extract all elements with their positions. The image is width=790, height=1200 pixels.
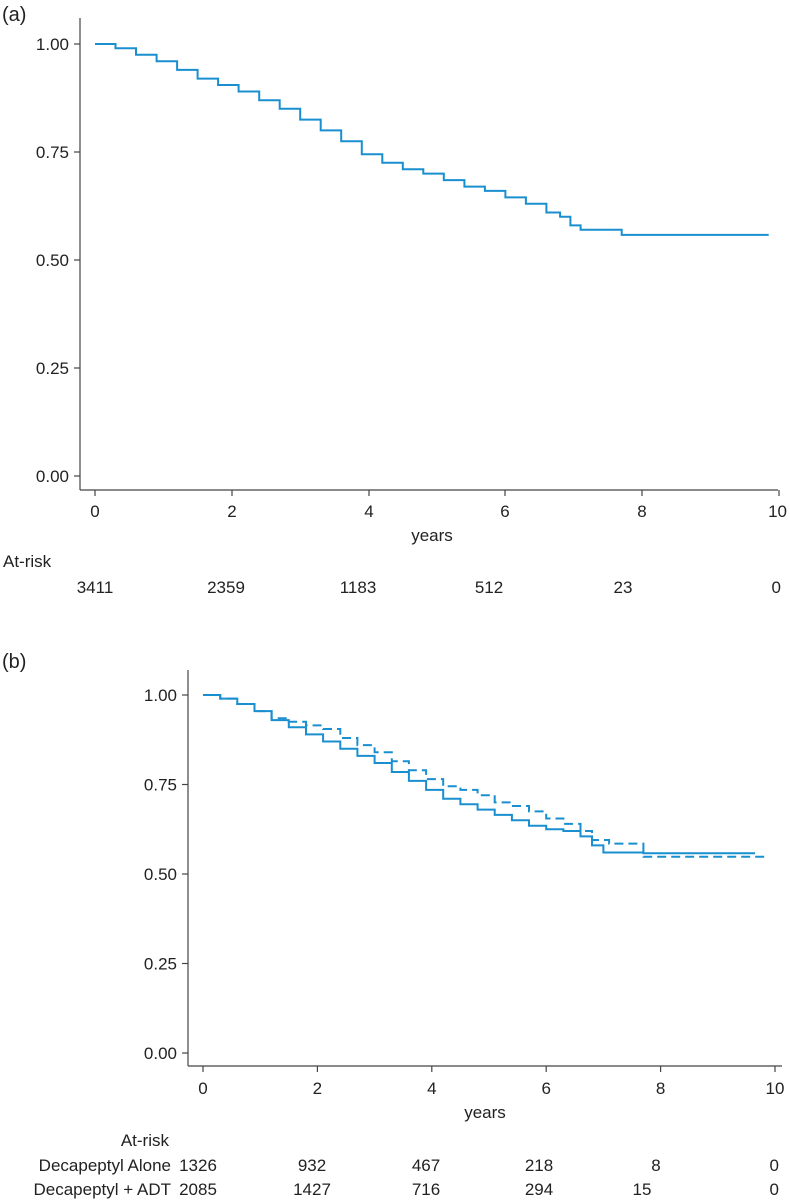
panel-a-at-risk-count: 0 [772,578,781,597]
panel-b: (b) 0.00 0.25 0.50 0.75 1.00 0 2 4 6 [2,651,784,1199]
panel-a-ytick-label: 0.00 [36,467,69,486]
panel-b-ytick-label: 0.50 [144,865,177,884]
panel-b-at-risk-count: 2085 [179,1180,217,1199]
panel-b-xtick-label: 2 [313,1079,322,1098]
panel-b-at-risk-table: At-risk Decapeptyl Alone 1326 932 467 21… [34,1131,780,1199]
panel-b-at-risk-count: 294 [525,1180,553,1199]
panel-b-x-ticks: 0 2 4 6 8 10 [198,1066,784,1098]
panel-b-at-risk-title: At-risk [121,1131,170,1150]
panel-b-at-risk-count: 716 [412,1180,440,1199]
panel-b-at-risk-count: 467 [412,1156,440,1175]
panel-a-xtick-label: 4 [364,502,373,521]
panel-a-x-axis-title: years [411,526,453,545]
panel-a-at-risk-count: 512 [475,578,503,597]
panel-b-at-risk-count: 15 [633,1180,652,1199]
panel-b-at-risk-count: 218 [525,1156,553,1175]
panel-a-ytick-label: 0.25 [36,359,69,378]
panel-b-ytick-label: 1.00 [144,686,177,705]
panel-b-at-risk-count: 0 [770,1180,779,1199]
panel-a-y-ticks: 0.00 0.25 0.50 0.75 1.00 [36,35,80,486]
panel-a-ytick-label: 1.00 [36,35,69,54]
panel-a-at-risk-count: 23 [614,578,633,597]
at-risk-row-label-decapeptyl-adt: Decapeptyl + ADT [34,1180,172,1199]
panel-b-xtick-label: 6 [541,1079,550,1098]
panel-a-ytick-label: 0.50 [36,251,69,270]
panel-a-xtick-label: 10 [768,502,787,521]
panel-a-at-risk-title: At-risk [3,552,52,571]
panel-a: (a) 0.00 0.25 0.50 0.75 1.00 0 2 4 6 [2,4,787,597]
panel-a-at-risk-count: 2359 [207,578,245,597]
panel-a-xtick-label: 6 [500,502,509,521]
panel-b-at-risk-count: 1427 [293,1180,331,1199]
panel-a-xtick-label: 2 [227,502,236,521]
panel-a-x-ticks: 0 2 4 6 8 10 [90,490,787,521]
panel-a-at-risk-count: 3411 [77,578,114,597]
at-risk-row-label-decapeptyl-alone: Decapeptyl Alone [39,1156,171,1175]
panel-a-at-risk-count: 1183 [340,578,377,597]
panel-b-xtick-label: 0 [198,1079,207,1098]
panel-a-xtick-label: 0 [90,502,99,521]
panel-a-label: (a) [2,4,26,26]
panel-a-ytick-label: 0.75 [36,143,69,162]
panel-b-at-risk-count: 1326 [179,1156,217,1175]
panel-b-xtick-label: 4 [427,1079,436,1098]
panel-b-xtick-label: 8 [656,1079,665,1098]
panel-b-at-risk-count: 932 [298,1156,326,1175]
panel-b-ytick-label: 0.75 [144,776,177,795]
panel-b-x-axis-title: years [464,1103,506,1122]
panel-b-xtick-label: 10 [766,1079,785,1098]
panel-b-ytick-label: 0.00 [144,1044,177,1063]
panel-b-label: (b) [2,651,26,673]
panel-b-at-risk-count: 8 [651,1156,660,1175]
panel-a-xtick-label: 8 [637,502,646,521]
panel-a-survival-curve [95,43,769,236]
panel-b-survival-curve-dashed [203,694,767,858]
panel-b-ytick-label: 0.25 [144,955,177,974]
panel-a-at-risk-table: At-risk 3411 2359 1183 512 23 0 [3,552,781,597]
panel-b-survival-curve-solid [203,694,755,855]
panel-b-at-risk-count: 0 [770,1156,779,1175]
panel-b-y-ticks: 0.00 0.25 0.50 0.75 1.00 [144,686,188,1063]
